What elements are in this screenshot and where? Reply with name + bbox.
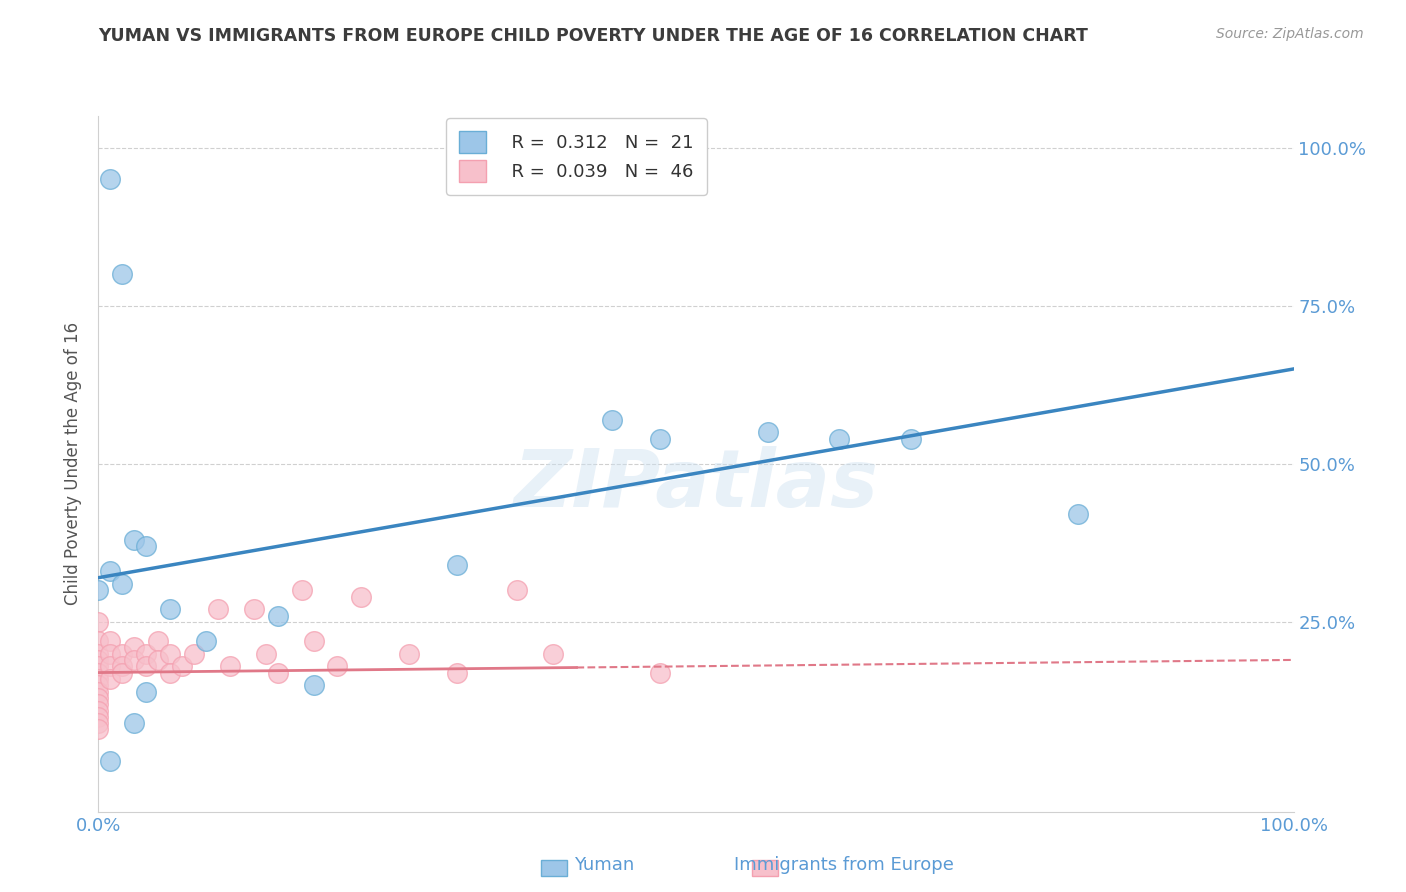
- Point: [207, 602, 229, 616]
- Point: [87, 690, 110, 705]
- Point: [326, 659, 349, 673]
- Point: [111, 267, 134, 281]
- Point: [243, 602, 266, 616]
- Point: [98, 634, 122, 648]
- Point: [194, 634, 218, 648]
- Point: [648, 432, 672, 446]
- Point: [87, 583, 110, 598]
- Point: [87, 684, 110, 698]
- Point: [98, 647, 122, 661]
- Point: [302, 678, 325, 692]
- Point: [159, 665, 181, 680]
- Point: [87, 665, 110, 680]
- Point: [135, 659, 157, 673]
- Point: [267, 665, 290, 680]
- Point: [148, 653, 170, 667]
- Point: [111, 659, 134, 673]
- Point: [111, 665, 134, 680]
- Point: [159, 602, 181, 616]
- Point: [183, 647, 205, 661]
- Point: [1067, 508, 1090, 522]
- Point: [446, 665, 468, 680]
- Point: [87, 634, 110, 648]
- Point: [302, 634, 325, 648]
- Point: [254, 647, 277, 661]
- Y-axis label: Child Poverty Under the Age of 16: Child Poverty Under the Age of 16: [65, 322, 83, 606]
- Point: [290, 583, 312, 598]
- Point: [98, 659, 122, 673]
- Point: [828, 432, 851, 446]
- Point: [159, 647, 181, 661]
- Point: [398, 647, 420, 661]
- Point: [900, 432, 922, 446]
- Point: [124, 653, 146, 667]
- Point: [135, 647, 157, 661]
- Point: [111, 577, 134, 591]
- Point: [350, 590, 373, 604]
- Point: [87, 710, 110, 724]
- Legend:   R =  0.312   N =  21,   R =  0.039   N =  46: R = 0.312 N = 21, R = 0.039 N = 46: [446, 118, 707, 194]
- Point: [506, 583, 529, 598]
- Point: [111, 647, 134, 661]
- Point: [87, 615, 110, 629]
- Point: [135, 684, 157, 698]
- Point: [446, 558, 468, 572]
- Point: [124, 716, 146, 731]
- Text: YUMAN VS IMMIGRANTS FROM EUROPE CHILD POVERTY UNDER THE AGE OF 16 CORRELATION CH: YUMAN VS IMMIGRANTS FROM EUROPE CHILD PO…: [98, 27, 1088, 45]
- Point: [87, 678, 110, 692]
- Text: Source: ZipAtlas.com: Source: ZipAtlas.com: [1216, 27, 1364, 41]
- Point: [87, 647, 110, 661]
- Point: [124, 533, 146, 547]
- Point: [98, 565, 122, 579]
- Point: [87, 653, 110, 667]
- Point: [756, 425, 779, 440]
- Point: [87, 659, 110, 673]
- Text: Immigrants from Europe: Immigrants from Europe: [734, 856, 953, 874]
- Point: [135, 539, 157, 553]
- Point: [219, 659, 242, 673]
- Point: [267, 608, 290, 623]
- Point: [98, 172, 122, 186]
- Point: [648, 665, 672, 680]
- Point: [602, 412, 624, 426]
- Point: [148, 634, 170, 648]
- Point: [87, 716, 110, 731]
- Point: [172, 659, 194, 673]
- Point: [87, 672, 110, 686]
- Point: [541, 647, 564, 661]
- Point: [124, 640, 146, 655]
- Point: [87, 697, 110, 711]
- Text: Yuman: Yuman: [575, 856, 634, 874]
- Point: [98, 754, 122, 768]
- Point: [87, 704, 110, 718]
- Point: [87, 723, 110, 737]
- Text: ZIPatlas: ZIPatlas: [513, 446, 879, 524]
- Point: [98, 672, 122, 686]
